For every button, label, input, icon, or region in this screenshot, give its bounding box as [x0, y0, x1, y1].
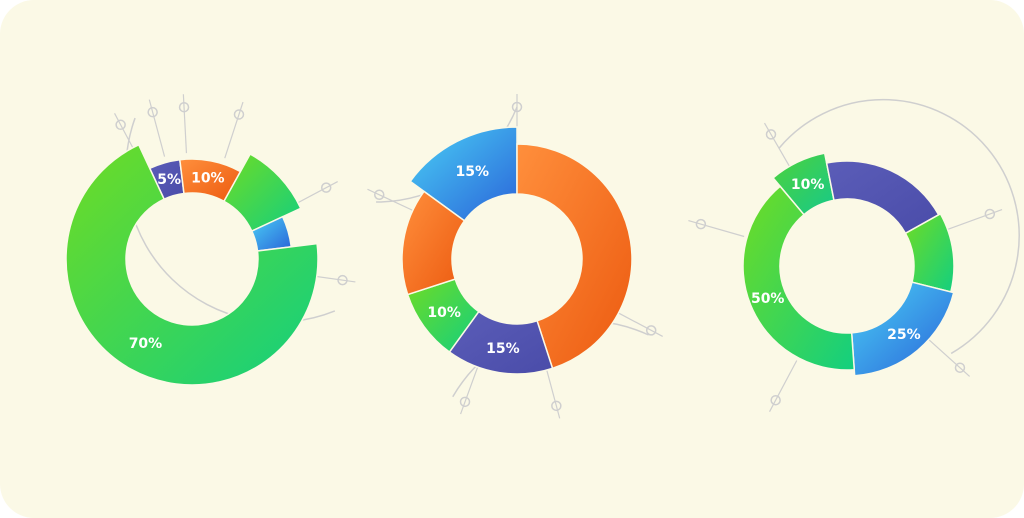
donut-slice	[409, 126, 518, 222]
guide-spoke	[769, 360, 798, 412]
slice-percent-label: 70%	[129, 336, 163, 352]
donut-slice	[222, 153, 302, 233]
guide-marker	[459, 396, 471, 408]
guide-marker	[337, 274, 348, 286]
slice-percent-label: 10%	[427, 305, 461, 321]
donut-chart-3: 10% 25% 50%	[688, 98, 1020, 412]
slice-percent-label: 15%	[486, 341, 520, 357]
guide-spoke	[947, 209, 1003, 230]
donut-slice	[742, 185, 856, 371]
guide-marker	[373, 189, 385, 201]
donut-chart-2: 15% 15% 10%	[367, 94, 663, 419]
guide-spoke	[763, 122, 795, 174]
donut-chart-1: 5% 10% 70%	[65, 94, 356, 386]
slice-percent-label: 10%	[191, 171, 225, 187]
guide-marker	[645, 325, 657, 336]
guide-spoke	[224, 101, 244, 159]
slice-percent-label: 25%	[887, 327, 921, 343]
donut-slice	[516, 143, 633, 370]
donut-slice	[850, 281, 955, 377]
slice-percent-label: 5%	[157, 172, 181, 188]
guide-marker	[511, 101, 523, 113]
guide-marker	[984, 208, 996, 220]
slice-percent-label: 10%	[791, 177, 825, 193]
guide-spoke	[688, 219, 745, 238]
guide-spoke	[148, 99, 166, 157]
guide-marker	[770, 394, 781, 406]
guide-marker	[233, 109, 245, 120]
guide-marker	[115, 119, 126, 131]
slice-percent-label: 15%	[456, 164, 490, 180]
guide-spoke	[926, 337, 971, 377]
donut-slice	[825, 160, 940, 235]
guide-marker	[695, 218, 707, 230]
donut-slice	[772, 152, 835, 216]
guide-marker	[954, 362, 966, 373]
guide-marker	[178, 101, 190, 113]
guide-marker	[765, 129, 777, 140]
guide-marker	[147, 106, 158, 118]
donut-slice	[65, 143, 319, 386]
donut-slice	[401, 190, 466, 296]
guide-arc	[778, 98, 1020, 355]
guide-marker	[551, 400, 562, 412]
guide-spoke	[182, 94, 188, 154]
guide-marker	[320, 182, 332, 193]
slice-percent-label: 50%	[751, 291, 785, 307]
